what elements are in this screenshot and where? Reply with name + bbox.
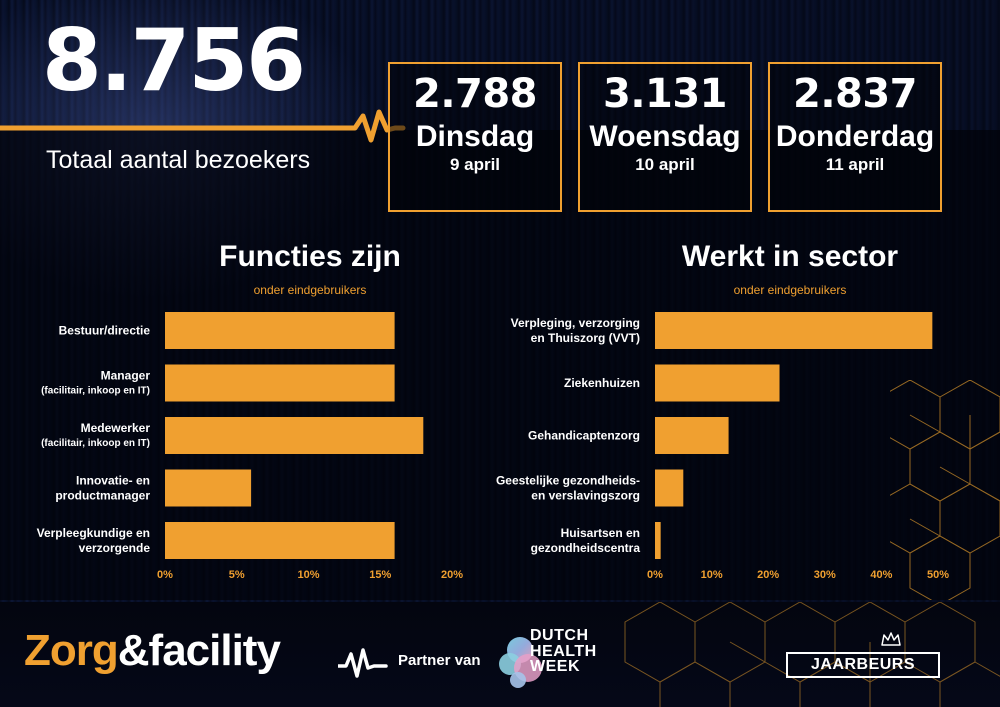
category-label: Huisartsen en gezondheidscentra <box>531 526 641 555</box>
bar <box>655 469 684 507</box>
total-visitors-label: Totaal aantal bezoekers <box>46 146 311 174</box>
chart-subtitle-functies: onder eindgebruikers <box>253 283 367 297</box>
bar <box>165 417 424 454</box>
day-name: Donderdag <box>775 120 935 153</box>
dutch-health-week-text: DUTCH HEALTH WEEK <box>530 628 610 675</box>
tick-label: 40% <box>870 569 892 581</box>
tick-label: 15% <box>369 569 391 581</box>
brand-facility: &facility <box>117 626 281 675</box>
bar <box>655 312 933 349</box>
bar <box>655 364 780 402</box>
day-box-thursday: 2.837 Donderdag 11 april <box>768 62 942 212</box>
bar-chart-sector: Verpleging, verzorging en Thuiszorg (VVT)… <box>496 312 949 581</box>
tick-label: 0% <box>647 569 663 581</box>
tick-label: 5% <box>229 569 245 581</box>
bar <box>165 364 395 402</box>
day-visitor-count: 2.788 <box>412 71 538 117</box>
day-box-tuesday: 2.788 Dinsdag 9 april <box>388 62 562 212</box>
hexagon-footer-decoration <box>624 602 1000 707</box>
day-name: Woensdag <box>589 120 741 153</box>
category-label: Verpleegkundige en verzorgende <box>37 526 151 555</box>
tick-label: 10% <box>701 569 723 581</box>
footer-band <box>0 602 1000 707</box>
tick-label: 20% <box>441 569 463 581</box>
category-label: Bestuur/directie <box>59 324 151 338</box>
category-label: Innovatie- en productmanager <box>55 474 150 503</box>
day-visitor-count: 3.131 <box>602 71 728 117</box>
day-date: 11 april <box>825 155 885 174</box>
tick-label: 50% <box>927 569 949 581</box>
dutch-health-week-logo-icon <box>499 637 542 688</box>
bar <box>165 469 252 507</box>
day-date: 10 april <box>635 155 695 174</box>
chart-title-sector: Werkt in sector <box>681 240 899 273</box>
tick-label: 0% <box>157 569 173 581</box>
brand-pulse-icon <box>338 648 388 678</box>
day-visitor-count: 2.837 <box>792 71 918 117</box>
brand-zorg: Zorg <box>24 626 119 675</box>
chart-title-functies: Functies zijn <box>219 240 401 273</box>
day-date: 9 april <box>449 155 501 174</box>
dhw-line: HEALTH <box>530 642 597 660</box>
bar <box>655 522 661 559</box>
tick-label: 20% <box>757 569 779 581</box>
total-visitors-value: 8.756 <box>42 11 306 111</box>
dhw-line: WEEK <box>530 658 580 676</box>
partner-label: Partner van <box>398 652 481 669</box>
tick-label: 30% <box>814 569 836 581</box>
tick-label: 10% <box>297 569 319 581</box>
bar-chart-functies: Bestuur/directie Manager (facilitair, inko… <box>37 312 463 581</box>
jaarbeurs-logo: JAARBEURS <box>786 652 940 678</box>
bar <box>165 522 395 559</box>
bar <box>165 312 395 349</box>
chart-subtitle-sector: onder eindgebruikers <box>733 283 847 297</box>
category-label: Geestelijke gezondheids-en verslavingszo… <box>496 474 640 503</box>
category-label: Manager (facilitair, inkoop en IT) <box>41 369 150 397</box>
bar <box>655 417 729 454</box>
category-label: Gehandicaptenzorg <box>528 429 640 443</box>
hexagon-pattern-decoration <box>890 380 1000 600</box>
day-name: Dinsdag <box>415 120 535 153</box>
dhw-line: DUTCH <box>530 627 589 644</box>
crown-icon <box>881 632 901 646</box>
category-label: Verpleging, verzorging en Thuiszorg (VVT) <box>511 316 640 345</box>
category-label: Medewerker (facilitair, inkoop en IT) <box>41 421 150 449</box>
day-box-wednesday: 3.131 Woensdag 10 april <box>578 62 752 212</box>
zorg-facility-logo: Zorg&facility <box>24 626 281 676</box>
category-label: Ziekenhuizen <box>564 376 640 390</box>
pulse-line-decoration <box>0 109 406 143</box>
